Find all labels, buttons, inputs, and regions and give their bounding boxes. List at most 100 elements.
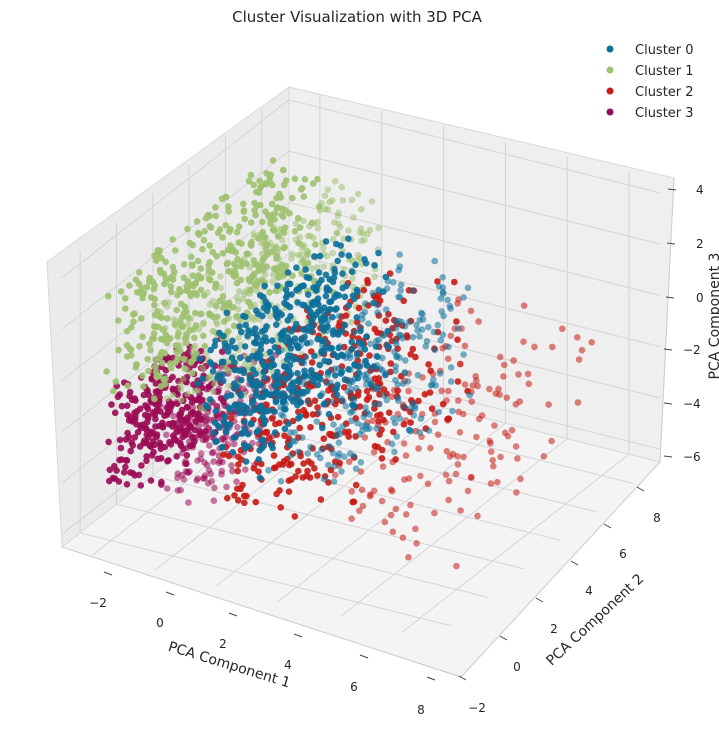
point-cluster-0: [273, 321, 280, 329]
point-cluster-0: [330, 478, 338, 485]
point-cluster-2: [391, 386, 398, 394]
point-cluster-1: [230, 322, 238, 330]
point-cluster-1: [308, 265, 316, 273]
x-tick-mark: [359, 654, 369, 659]
z-tick-mark: [663, 455, 673, 458]
point-cluster-0: [218, 358, 226, 366]
point-cluster-1: [206, 301, 214, 308]
point-cluster-1: [181, 365, 189, 372]
point-cluster-3: [177, 486, 184, 494]
point-cluster-2: [451, 278, 458, 286]
x-tick-mark: [293, 633, 303, 638]
point-cluster-2: [442, 471, 450, 479]
point-cluster-1: [130, 318, 137, 325]
point-cluster-1: [168, 288, 175, 296]
point-cluster-1: [300, 217, 307, 225]
point-cluster-0: [382, 306, 390, 313]
point-cluster-0: [395, 317, 402, 325]
point-cluster-1: [222, 193, 230, 201]
point-cluster-1: [329, 197, 336, 204]
point-cluster-2: [504, 432, 512, 440]
point-cluster-3: [234, 424, 241, 431]
point-cluster-2: [578, 346, 586, 354]
point-cluster-1: [314, 225, 322, 232]
point-cluster-2: [277, 504, 285, 511]
point-cluster-0: [422, 343, 430, 350]
point-cluster-0: [304, 291, 312, 298]
point-cluster-3: [179, 433, 186, 441]
point-cluster-3: [183, 403, 191, 411]
grid-line-z-back: [288, 150, 661, 245]
point-cluster-1: [247, 171, 255, 179]
point-cluster-3: [122, 463, 129, 471]
point-cluster-2: [434, 431, 442, 439]
point-cluster-2: [287, 460, 295, 468]
point-cluster-0: [363, 333, 370, 340]
point-cluster-1: [247, 241, 255, 249]
point-cluster-0: [209, 368, 217, 375]
point-cluster-3: [173, 453, 180, 460]
point-cluster-0: [282, 406, 289, 413]
point-cluster-0: [355, 339, 363, 346]
point-cluster-2: [531, 343, 538, 351]
point-cluster-0: [444, 296, 451, 304]
point-cluster-2: [311, 397, 319, 405]
point-cluster-0: [373, 425, 380, 432]
point-cluster-3: [189, 441, 197, 449]
point-cluster-1: [314, 218, 321, 226]
point-cluster-3: [185, 469, 192, 477]
point-cluster-0: [336, 343, 344, 350]
point-cluster-1: [320, 244, 327, 252]
point-cluster-1: [331, 177, 339, 185]
point-cluster-2: [500, 361, 508, 369]
point-cluster-0: [322, 271, 330, 279]
point-cluster-1: [231, 273, 238, 281]
point-cluster-2: [402, 511, 410, 518]
point-cluster-0: [335, 312, 343, 320]
point-cluster-0: [333, 391, 341, 399]
point-cluster-1: [339, 197, 347, 204]
point-cluster-2: [387, 511, 395, 519]
point-cluster-1: [191, 334, 198, 342]
point-cluster-0: [212, 438, 219, 446]
point-cluster-1: [292, 220, 300, 227]
point-cluster-0: [326, 443, 334, 450]
grid-line-y-floor: [116, 503, 488, 598]
point-cluster-2: [417, 472, 424, 480]
point-cluster-1: [138, 315, 145, 322]
point-cluster-1: [217, 284, 224, 292]
point-cluster-2: [453, 318, 460, 325]
point-cluster-2: [359, 502, 367, 510]
point-cluster-2: [517, 475, 524, 483]
point-cluster-1: [335, 209, 342, 217]
point-cluster-0: [388, 440, 396, 448]
point-cluster-3: [210, 458, 217, 465]
y-tick-mark: [636, 486, 645, 492]
point-cluster-2: [473, 377, 480, 384]
point-cluster-3: [185, 499, 192, 506]
z-tick-label: −2: [683, 343, 701, 357]
point-cluster-2: [468, 398, 476, 406]
point-cluster-0: [271, 344, 279, 351]
x-tick-label: 2: [219, 637, 227, 651]
point-cluster-1: [358, 206, 365, 213]
point-cluster-1: [189, 344, 197, 352]
point-cluster-3: [144, 387, 151, 395]
point-cluster-1: [222, 222, 229, 229]
point-cluster-0: [220, 332, 227, 340]
point-cluster-0: [409, 399, 417, 407]
point-cluster-1: [269, 226, 277, 234]
point-cluster-0: [242, 321, 250, 329]
point-cluster-1: [145, 367, 152, 375]
point-cluster-0: [345, 235, 352, 242]
point-cluster-0: [390, 415, 397, 422]
point-cluster-0: [330, 350, 338, 358]
point-cluster-0: [323, 327, 331, 335]
point-cluster-1: [212, 281, 219, 288]
x-tick-mark: [426, 676, 436, 681]
point-cluster-1: [269, 278, 277, 285]
point-cluster-1: [298, 241, 306, 248]
point-cluster-0: [373, 386, 381, 393]
point-cluster-0: [307, 308, 314, 316]
point-cluster-0: [271, 408, 278, 415]
